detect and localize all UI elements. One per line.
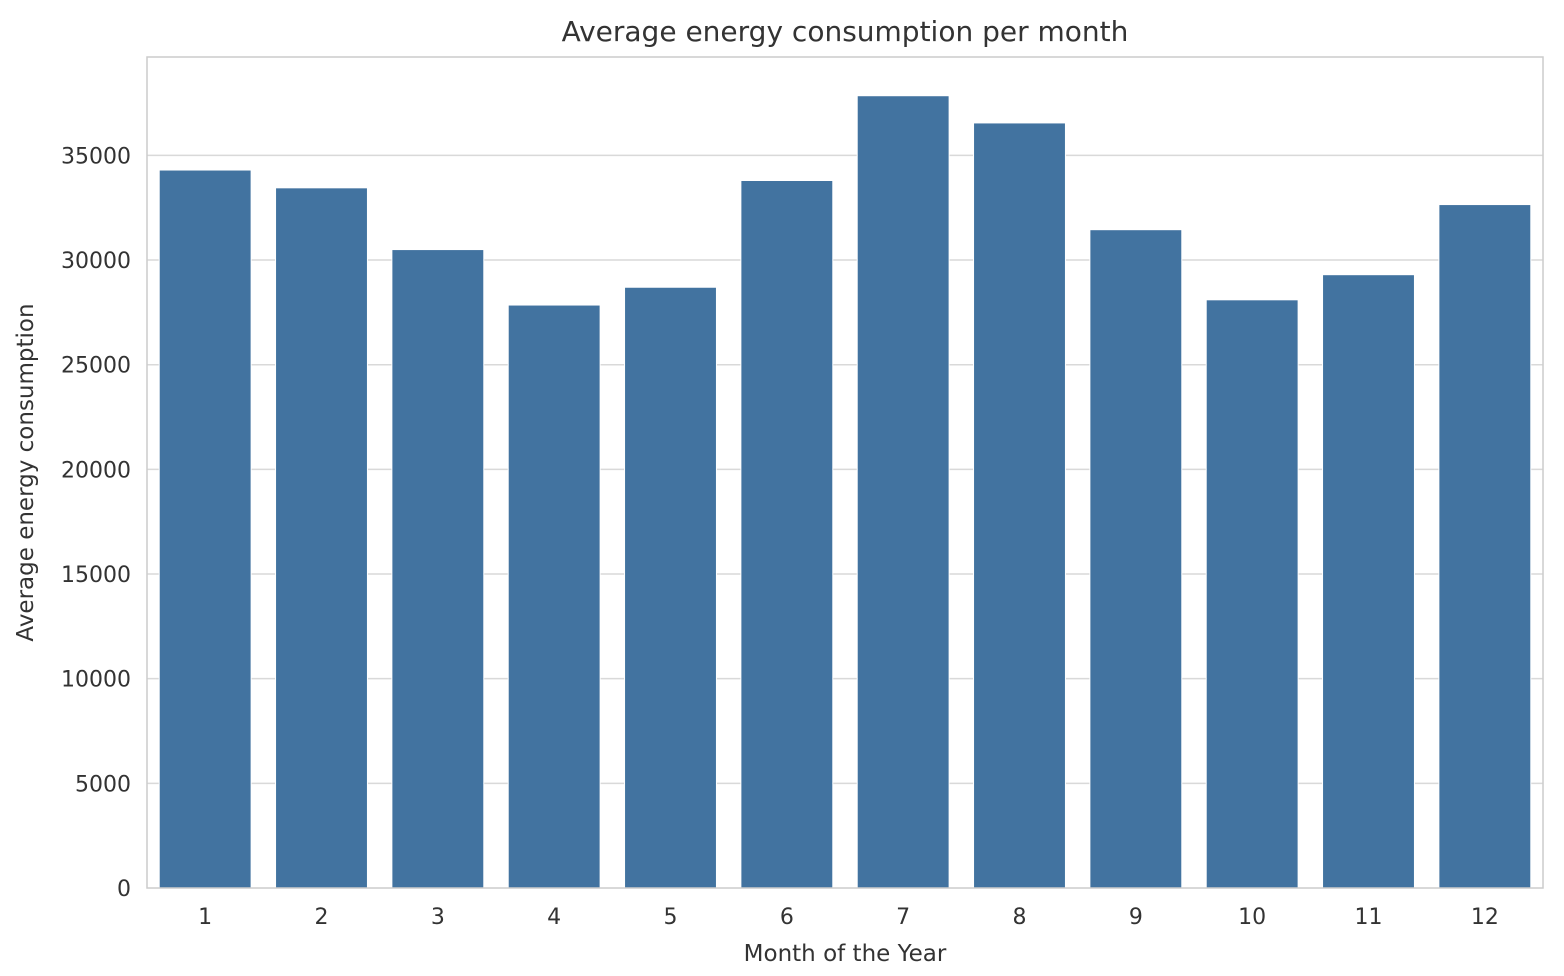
x-tick-labels: 1 2 3 4 5 6 7 8 9 10 11 12 [198, 905, 1499, 930]
x-tick-label: 2 [315, 905, 329, 930]
bar-month-5 [624, 286, 717, 889]
x-tick-label: 9 [1129, 905, 1143, 930]
bar-month-1 [158, 169, 252, 889]
bar-month-3 [391, 249, 485, 889]
bars [158, 95, 1532, 889]
x-tick-label: 1 [198, 905, 212, 930]
x-tick-label: 7 [896, 905, 910, 930]
y-tick-label: 15000 [61, 563, 131, 588]
x-tick-label: 10 [1238, 905, 1266, 930]
gridlines [147, 154, 1543, 785]
y-tick-label: 5000 [75, 772, 131, 797]
x-axis-title: Month of the Year [744, 941, 947, 967]
y-tick-label: 30000 [61, 249, 131, 274]
y-tick-labels: 0 5000 10000 15000 20000 25000 30000 35000 [61, 144, 131, 902]
chart-title: Average energy consumption per month [562, 15, 1129, 48]
x-tick-label: 12 [1471, 905, 1499, 930]
x-tick-label: 6 [780, 905, 794, 930]
bar-month-11 [1322, 274, 1415, 889]
y-tick-label: 35000 [61, 144, 131, 169]
bar-month-4 [507, 304, 601, 889]
bar-month-8 [973, 122, 1066, 889]
y-tick-label: 20000 [61, 458, 131, 483]
bar-month-2 [275, 187, 368, 889]
x-tick-label: 8 [1013, 905, 1027, 930]
bar-month-10 [1205, 299, 1299, 889]
y-tick-label: 25000 [61, 354, 131, 379]
plot-frame [146, 56, 1544, 889]
x-tick-label: 4 [547, 905, 561, 930]
x-tick-label: 11 [1355, 905, 1383, 930]
bar-month-9 [1089, 229, 1183, 889]
x-tick-label: 5 [664, 905, 678, 930]
y-tick-label: 10000 [61, 668, 131, 693]
y-tick-label: 0 [117, 877, 131, 902]
x-tick-label: 3 [431, 905, 445, 930]
bar-month-12 [1438, 204, 1532, 889]
y-axis-title: Average energy consumption [13, 303, 39, 641]
bar-month-7 [856, 95, 950, 889]
bar-month-6 [740, 179, 834, 889]
